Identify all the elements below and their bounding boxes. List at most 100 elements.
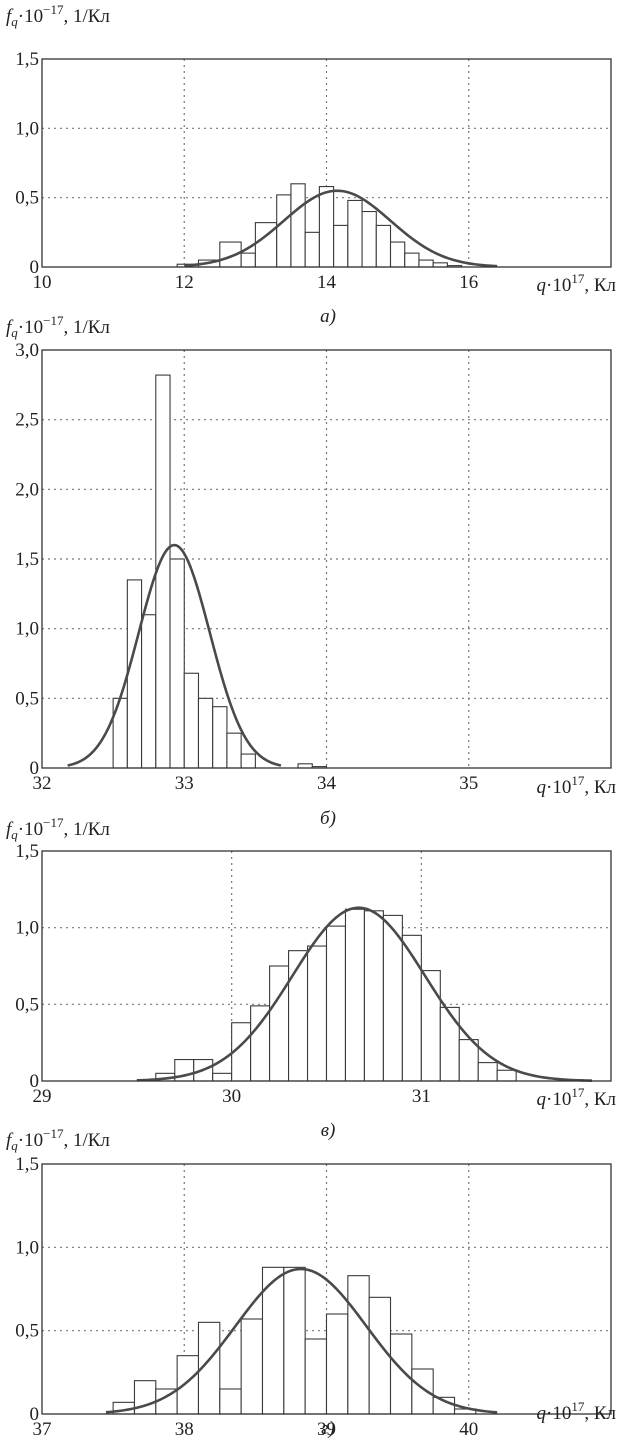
x-tick-label: 12 (175, 272, 194, 293)
histogram-bar (368, 1296, 392, 1415)
fitted-curve-line (136, 906, 593, 1082)
y-tick-label: 1,0 (15, 918, 39, 939)
y-tick-label: 0,5 (15, 688, 39, 709)
histogram-bar (276, 194, 292, 268)
y-tick-label: 1,0 (15, 118, 39, 139)
histogram-bar (306, 945, 328, 1082)
panel-label: г) (321, 1418, 335, 1439)
chart-panel-1: 0 0,5 1,0 1,5 10 12 14 16 fq·10−17, 1/Кл q·1017, … (6, 2, 617, 327)
y-tick-label: 0 (30, 1071, 40, 1092)
fitted-curve-line (67, 543, 282, 767)
y-tick-label: 1,0 (15, 619, 39, 640)
y-tick-label: 0 (30, 257, 40, 278)
y-tick-label: 0,5 (15, 188, 39, 209)
x-tick-label: 30 (222, 1086, 241, 1107)
histogram-bar (126, 579, 143, 769)
y-tick-label: 1,5 (15, 841, 39, 862)
histogram-bar (133, 1380, 157, 1415)
histogram-bar (304, 231, 320, 268)
y-tick-label: 2,0 (15, 479, 39, 500)
histogram-bar (404, 252, 420, 268)
panel-label: в) (321, 1120, 336, 1141)
x-tick-label: 10 (33, 272, 52, 293)
x-tick-label: 14 (317, 272, 337, 293)
histogram-bar (439, 1006, 460, 1082)
histogram-bar (344, 908, 365, 1082)
histogram-bar (496, 1069, 517, 1082)
histogram-bar (240, 753, 256, 769)
x-tick-label: 29 (33, 1086, 52, 1107)
chart-panel-2: 0 0,5 1,0 1,5 2,0 2,5 3,0 32 33 34 35 fq·10−17, 1/К… (6, 313, 617, 829)
histogram-bar (240, 1318, 264, 1415)
chart-panel-3: 0 0,5 1,0 1,5 29 30 31 fq·10−17, 1/Кл q·1017, Кл… (6, 815, 617, 1141)
y-tick-label: 3,0 (15, 340, 39, 361)
plot-frame (41, 1163, 612, 1415)
histogram-bar (226, 732, 242, 769)
histogram-bar (212, 1072, 233, 1082)
x-tick-label: 40 (459, 1419, 478, 1440)
histogram-bar (269, 965, 290, 1082)
y-tick-label: 1,5 (15, 549, 39, 570)
x-tick-label: 31 (412, 1086, 431, 1107)
x-axis-label: q·1017, Кл (537, 1399, 617, 1424)
histogram-bar (347, 199, 363, 268)
histogram-bar (197, 697, 214, 769)
histogram-bar (219, 1388, 242, 1415)
histogram-bar (318, 186, 335, 268)
histogram-bar (458, 1039, 479, 1082)
histogram-bar (361, 210, 377, 268)
x-tick-label: 37 (33, 1419, 52, 1440)
x-tick-label: 35 (459, 773, 478, 794)
histogram-bar (304, 1338, 328, 1415)
histogram-bar (389, 241, 406, 268)
histogram-bar (250, 1005, 271, 1082)
panel-label: б) (320, 808, 336, 829)
x-axis-label: q·1017, Кл (537, 773, 617, 798)
y-axis-label: fq·10−17, 1/Кл (6, 1126, 110, 1153)
histogram-bar (283, 1266, 306, 1415)
y-tick-label: 0 (30, 758, 40, 779)
x-tick-label: 38 (175, 1419, 194, 1440)
x-tick-label: 32 (33, 773, 52, 794)
y-axis-label: fq·10−17, 1/Кл (6, 313, 110, 340)
fitted-curve-line (184, 189, 498, 268)
x-axis-label: q·1017, Кл (537, 271, 617, 296)
histogram-bar (169, 558, 185, 769)
fitted-curve-line (105, 1267, 498, 1414)
histogram-bar (347, 1275, 370, 1415)
histogram-bar (212, 706, 228, 769)
histogram-bar (382, 914, 403, 1082)
histogram-bar (290, 183, 306, 268)
histogram-bar (333, 224, 349, 268)
y-tick-label: 0,5 (15, 1321, 39, 1342)
x-tick-label: 39 (317, 1419, 336, 1440)
histogram-bar (389, 1333, 413, 1415)
plot-frame (41, 349, 612, 769)
y-tick-label: 1,0 (15, 1237, 39, 1258)
y-axis-label: fq·10−17, 1/Кл (6, 2, 110, 29)
histogram-bar (141, 614, 157, 769)
plot-frame (41, 850, 612, 1082)
histogram-bar (363, 910, 384, 1082)
x-tick-label: 33 (175, 773, 194, 794)
histogram-bar (477, 1062, 498, 1082)
histogram-bar (288, 950, 309, 1082)
histogram-bar (176, 1355, 200, 1415)
histogram-bar (411, 1368, 434, 1415)
y-tick-label: 0,5 (15, 994, 39, 1015)
histogram-bar (155, 374, 171, 769)
histogram-bar (240, 252, 256, 268)
x-tick-label: 34 (317, 773, 337, 794)
y-tick-label: 1,5 (15, 1154, 39, 1175)
chart-panel-4: 0 0,5 1,0 1,5 37 38 39 40 fq·10−17, 1/Кл q·1017, … (6, 1126, 617, 1440)
histogram-bar (183, 672, 200, 769)
x-tick-label: 16 (459, 272, 478, 293)
histogram-bar (325, 925, 347, 1082)
histogram-bar (418, 259, 434, 268)
plot-frame (41, 58, 612, 268)
y-tick-label: 1,5 (15, 49, 39, 70)
panel-label: а) (320, 306, 336, 327)
histogram-bar (375, 224, 392, 268)
y-axis-label: fq·10−17, 1/Кл (6, 815, 110, 842)
